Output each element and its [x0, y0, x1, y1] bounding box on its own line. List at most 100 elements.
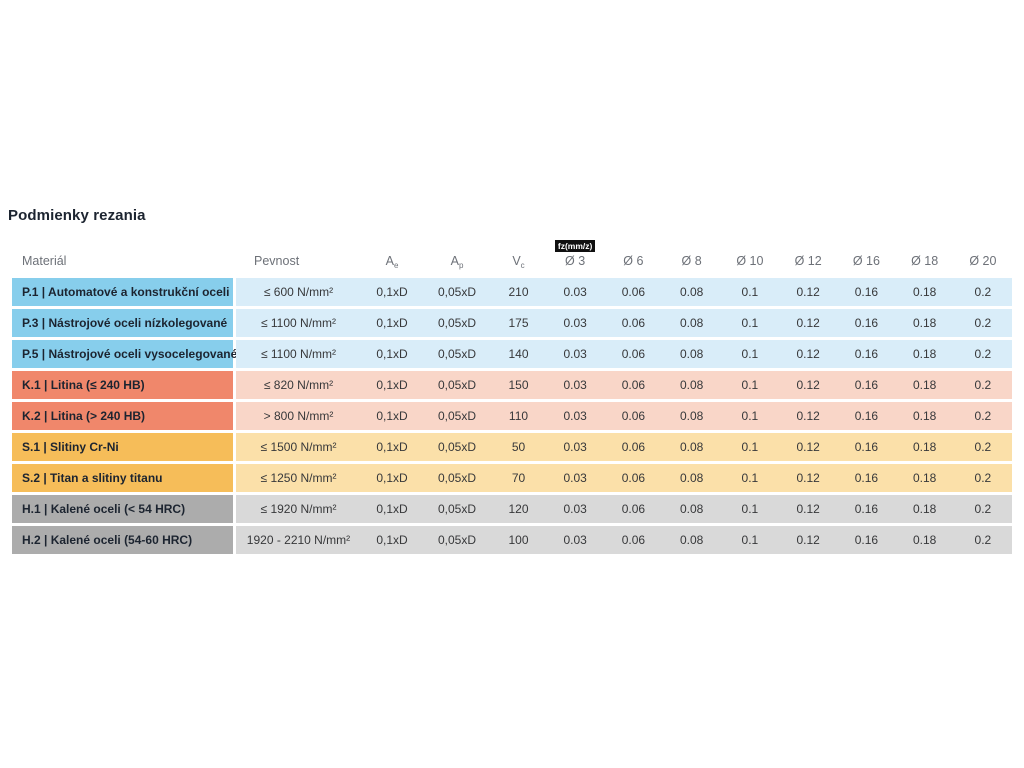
ap-cell: 0,05xD — [423, 309, 491, 338]
column-header-ae: Ae — [385, 254, 399, 271]
material-cell: S.2 | Titan a slitiny titanu — [12, 464, 236, 493]
fz-cell: 0.2 — [953, 526, 1012, 555]
fz-cell: 0.18 — [895, 371, 954, 400]
vc-cell: 150 — [491, 371, 546, 400]
vc-cell: 120 — [491, 495, 546, 524]
fz-cell: 0.06 — [604, 340, 663, 369]
pevnost-cell: ≤ 1250 N/mm² — [236, 464, 361, 493]
fz-cell: 0.08 — [662, 526, 721, 555]
fz-cell: 0.08 — [662, 371, 721, 400]
vc-cell: 70 — [491, 464, 546, 493]
material-cell: S.1 | Slitiny Cr-Ni — [12, 433, 236, 462]
fz-cell: 0.08 — [662, 340, 721, 369]
fz-cell: 0.12 — [779, 278, 838, 307]
cutting-conditions-section: Podmienky rezania Materiál Pevnost Ae Ap… — [8, 207, 1016, 557]
fz-cell: 0.03 — [546, 371, 605, 400]
fz-cell: 0.06 — [604, 433, 663, 462]
pevnost-cell: ≤ 1920 N/mm² — [236, 495, 361, 524]
fz-cell: 0.12 — [779, 309, 838, 338]
column-header-diameter-10: Ø 10 — [736, 254, 764, 269]
fz-cell: 0.16 — [837, 495, 896, 524]
pevnost-cell: ≤ 1100 N/mm² — [236, 340, 361, 369]
fz-cell: 0.2 — [953, 371, 1012, 400]
fz-cell: 0.18 — [895, 340, 954, 369]
table-row: K.2 | Litina (> 240 HB) > 800 N/mm² 0,1x… — [12, 402, 1012, 431]
vc-cell: 110 — [491, 402, 546, 431]
material-cell: P.5 | Nástrojové oceli vysocelegované — [12, 340, 237, 369]
fz-cell: 0.12 — [779, 495, 838, 524]
fz-cell: 0.16 — [837, 433, 896, 462]
ae-cell: 0,1xD — [361, 340, 423, 369]
column-header-diameter-6: Ø 6 — [623, 254, 644, 269]
fz-cell: 0.2 — [953, 402, 1012, 431]
fz-cell: 0.16 — [837, 309, 896, 338]
ap-cell: 0,05xD — [423, 526, 491, 555]
fz-cell: 0.18 — [895, 278, 954, 307]
fz-cell: 0.2 — [953, 433, 1012, 462]
material-cell: K.2 | Litina (> 240 HB) — [12, 402, 236, 431]
column-header-material: Materiál — [22, 254, 67, 269]
page-title: Podmienky rezania — [8, 207, 146, 224]
fz-cell: 0.03 — [546, 433, 605, 462]
fz-cell: 0.1 — [720, 309, 779, 338]
column-header-diameter-18: Ø 18 — [911, 254, 939, 269]
fz-cell: 0.06 — [604, 526, 663, 555]
fz-unit-badge: fz(mm/z) — [554, 240, 596, 253]
table-row: H.1 | Kalené oceli (< 54 HRC) ≤ 1920 N/m… — [12, 495, 1012, 524]
ae-cell: 0,1xD — [361, 464, 423, 493]
material-cell: K.1 | Litina (≤ 240 HB) — [12, 371, 236, 400]
fz-cell: 0.06 — [604, 495, 663, 524]
fz-cell: 0.03 — [546, 495, 605, 524]
fz-cell: 0.12 — [779, 464, 838, 493]
fz-cell: 0.18 — [895, 526, 954, 555]
table-row: P.1 | Automatové a konstrukční oceli ≤ 6… — [12, 278, 1012, 307]
fz-cell: 0.08 — [662, 464, 721, 493]
diameter-label: Ø 3 — [565, 254, 586, 269]
table-row: S.1 | Slitiny Cr-Ni ≤ 1500 N/mm² 0,1xD 0… — [12, 433, 1012, 462]
fz-cell: 0.18 — [895, 495, 954, 524]
table-row: P.5 | Nástrojové oceli vysocelegované ≤ … — [12, 340, 1012, 369]
fz-cell: 0.03 — [546, 526, 605, 555]
fz-cell: 0.03 — [546, 340, 605, 369]
fz-cell: 0.16 — [837, 278, 896, 307]
vc-cell: 100 — [491, 526, 546, 555]
pevnost-cell: ≤ 820 N/mm² — [236, 371, 361, 400]
ap-cell: 0,05xD — [423, 371, 491, 400]
fz-cell: 0.08 — [662, 309, 721, 338]
fz-cell: 0.1 — [720, 433, 779, 462]
vc-cell: 175 — [491, 309, 546, 338]
fz-cell: 0.2 — [953, 309, 1012, 338]
ap-cell: 0,05xD — [423, 340, 491, 369]
ae-cell: 0,1xD — [361, 495, 423, 524]
ap-cell: 0,05xD — [423, 433, 491, 462]
fz-cell: 0.06 — [604, 309, 663, 338]
pevnost-cell: ≤ 1500 N/mm² — [236, 433, 361, 462]
material-cell: H.1 | Kalené oceli (< 54 HRC) — [12, 495, 236, 524]
table-row: H.2 | Kalené oceli (54-60 HRC) 1920 - 22… — [12, 526, 1012, 555]
fz-cell: 0.12 — [779, 433, 838, 462]
fz-cell: 0.06 — [604, 402, 663, 431]
fz-cell: 0.03 — [546, 309, 605, 338]
pevnost-cell: 1920 - 2210 N/mm² — [236, 526, 361, 555]
fz-cell: 0.1 — [720, 402, 779, 431]
ae-cell: 0,1xD — [361, 371, 423, 400]
table-row: K.1 | Litina (≤ 240 HB) ≤ 820 N/mm² 0,1x… — [12, 371, 1012, 400]
column-header-diameter-16: Ø 16 — [852, 254, 880, 269]
vc-cell: 140 — [491, 340, 546, 369]
column-header-pevnost: Pevnost — [254, 254, 300, 269]
vc-cell: 50 — [491, 433, 546, 462]
ae-cell: 0,1xD — [361, 278, 423, 307]
pevnost-cell: > 800 N/mm² — [236, 402, 361, 431]
fz-cell: 0.16 — [837, 464, 896, 493]
fz-cell: 0.16 — [837, 402, 896, 431]
fz-cell: 0.03 — [546, 278, 605, 307]
fz-cell: 0.16 — [837, 526, 896, 555]
ae-cell: 0,1xD — [361, 309, 423, 338]
table-header-row: Materiál Pevnost Ae Ap Vc fz(mm/z) Ø 3 Ø… — [12, 240, 1012, 270]
column-header-diameter-3: fz(mm/z) Ø 3 — [546, 240, 604, 270]
fz-cell: 0.12 — [779, 526, 838, 555]
fz-cell: 0.03 — [546, 402, 605, 431]
fz-cell: 0.06 — [604, 464, 663, 493]
fz-cell: 0.1 — [720, 340, 779, 369]
fz-cell: 0.08 — [662, 433, 721, 462]
